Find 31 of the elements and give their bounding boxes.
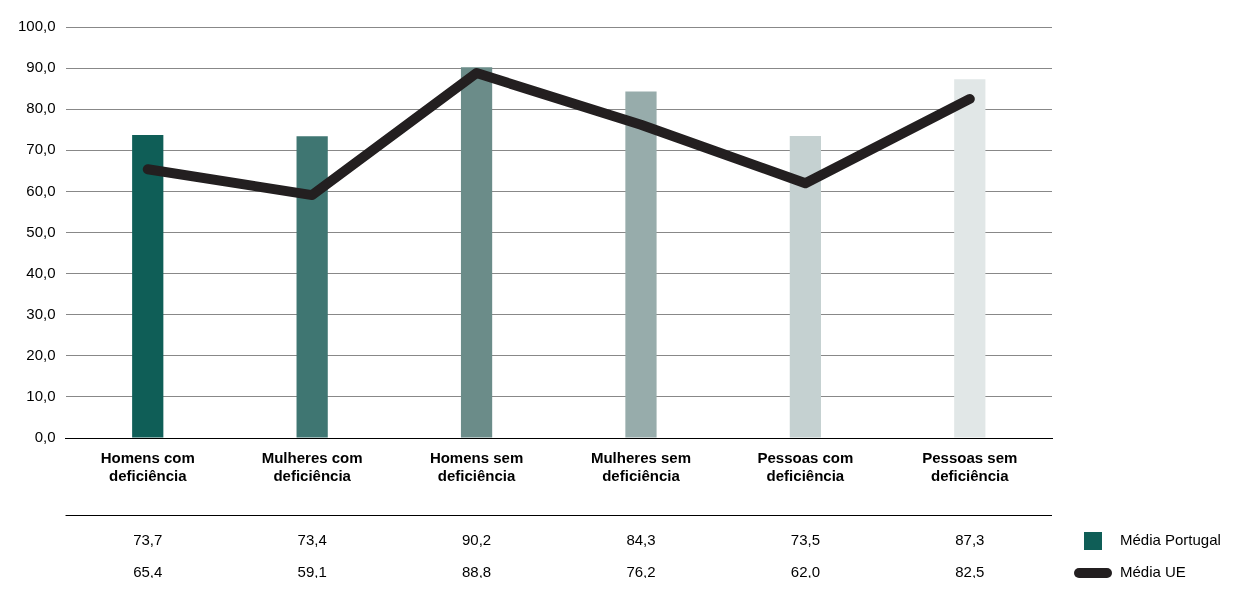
legend-label: Média Portugal [1120, 531, 1221, 549]
y-tick-label: 50,0 [26, 222, 56, 240]
x-tick-label: Pessoas sem deficiência [922, 449, 1018, 485]
data-label: 87,3 [955, 531, 985, 549]
y-tick-label: 60,0 [26, 181, 56, 199]
bar [132, 135, 164, 438]
x-tick-label: Homens com deficiência [100, 449, 195, 485]
bar [460, 67, 493, 438]
bar [296, 136, 328, 438]
bar [789, 135, 821, 438]
data-label: 73,7 [133, 531, 163, 549]
y-tick-label: 80,0 [26, 99, 56, 117]
y-tick-label: 0,0 [34, 428, 56, 446]
y-tick-label: 70,0 [26, 140, 56, 158]
y-tick-label: 90,0 [26, 58, 56, 76]
x-tick-label: Homens sem deficiência [429, 449, 524, 485]
data-label: 73,5 [790, 531, 820, 549]
y-tick-label: 30,0 [26, 304, 56, 322]
bar [954, 79, 986, 438]
legend-label: Média UE [1120, 563, 1186, 581]
y-tick-label: 100,0 [17, 17, 56, 35]
data-label: 90,2 [461, 531, 492, 549]
data-label: 73,4 [297, 531, 327, 549]
y-tick-label: 20,0 [26, 345, 56, 363]
y-tick-label: 10,0 [26, 387, 56, 405]
x-tick-label: Mulheres com deficiência [261, 449, 363, 485]
data-label: 84,3 [626, 531, 656, 549]
y-tick-label: 40,0 [26, 263, 56, 281]
x-tick-label: Pessoas com deficiência [757, 449, 854, 485]
bar [625, 91, 657, 438]
x-tick-label: Mulheres sem deficiência [590, 449, 691, 485]
